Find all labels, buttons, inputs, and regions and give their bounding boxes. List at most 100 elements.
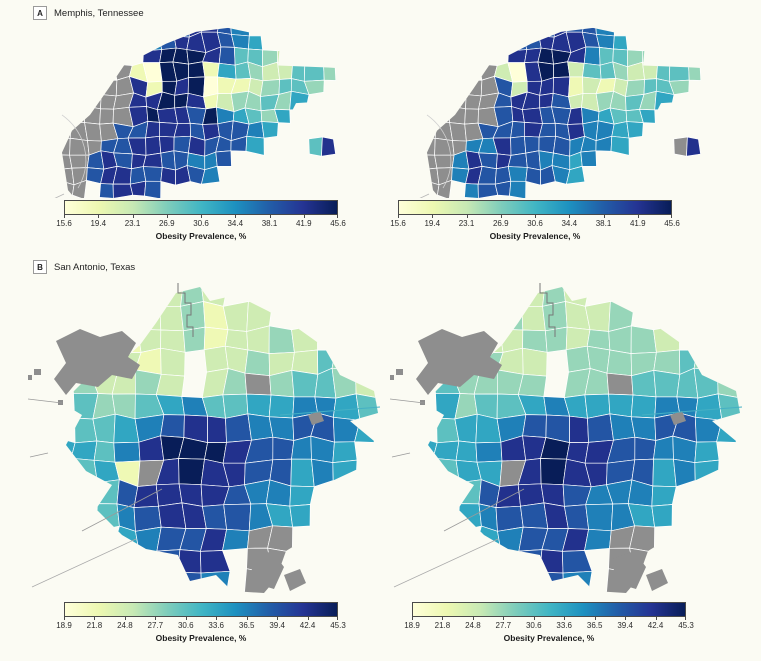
- census-tract: [608, 393, 634, 418]
- panel-b-marker: B: [33, 260, 47, 274]
- legend-tick-label: 27.7: [147, 621, 164, 630]
- nodata-area: [390, 375, 394, 380]
- census-tract: [160, 347, 186, 377]
- census-tract: [215, 150, 232, 167]
- census-tract: [222, 528, 250, 551]
- legend-caption: Obesity Prevalence, %: [503, 633, 595, 643]
- census-tract: [449, 105, 466, 125]
- legend-tick-label: 27.7: [495, 621, 512, 630]
- census-tract: [510, 135, 527, 156]
- census-tract: [133, 484, 159, 508]
- legend-tick-label: 45.3: [330, 621, 346, 630]
- census-tract: [84, 94, 102, 110]
- census-tract: [438, 91, 455, 108]
- census-tract: [303, 62, 325, 82]
- census-tract: [566, 165, 586, 185]
- census-tract: [567, 61, 585, 78]
- legend-tick: [533, 617, 535, 620]
- census-tract: [113, 441, 141, 463]
- census-tract: [62, 121, 72, 140]
- census-tract: [584, 528, 612, 551]
- census-tract: [521, 287, 546, 308]
- census-tract: [521, 305, 546, 332]
- census-tract: [523, 35, 542, 50]
- census-tract: [596, 34, 615, 50]
- legend-tick: [124, 617, 126, 620]
- nodata-area: [284, 569, 306, 591]
- census-tract: [155, 483, 183, 507]
- legend-tick-label: 15.6: [56, 219, 72, 228]
- nodata-area: [416, 329, 502, 395]
- census-tract: [464, 108, 479, 125]
- census-tract: [188, 61, 206, 78]
- census-tract: [311, 458, 334, 488]
- census-tract: [507, 152, 528, 168]
- census-tract: [651, 504, 673, 528]
- census-tract: [669, 48, 689, 66]
- panel-b-header: B San Antonio, Texas: [33, 260, 135, 274]
- census-tract: [424, 435, 438, 459]
- legend-tick-label: 45.6: [664, 219, 680, 228]
- census-tract: [424, 457, 435, 486]
- census-tract: [409, 139, 425, 155]
- census-tract: [304, 48, 324, 66]
- census-tract: [160, 167, 176, 186]
- census-tract: [69, 137, 90, 156]
- legend-tick-label: 34.4: [561, 219, 578, 228]
- legend-tick: [201, 215, 202, 218]
- census-tract: [611, 121, 630, 139]
- census-tract: [522, 107, 543, 124]
- legend-tick: [246, 617, 248, 620]
- panel-b-title: San Antonio, Texas: [54, 261, 136, 273]
- legend-tick: [432, 215, 434, 218]
- census-tract: [331, 367, 357, 399]
- census-tract: [245, 135, 265, 156]
- census-tract: [42, 180, 60, 197]
- legend-tick-label: 38.1: [261, 219, 278, 228]
- census-tract: [432, 457, 460, 486]
- census-tract: [694, 459, 720, 482]
- census-tract: [459, 479, 482, 505]
- census-tract: [200, 570, 231, 593]
- panel-a-marker: A: [33, 6, 47, 20]
- census-tract: [158, 502, 187, 529]
- census-tract: [525, 167, 541, 186]
- census-tract: [524, 135, 540, 154]
- census-tract: [217, 62, 237, 80]
- census-tract: [626, 121, 644, 139]
- census-tract: [277, 61, 294, 80]
- census-tract: [289, 485, 315, 507]
- census-tract: [160, 568, 179, 593]
- census-tract: [518, 549, 543, 573]
- legend-tick: [277, 617, 279, 620]
- census-tract: [62, 106, 75, 124]
- census-tract: [248, 35, 263, 51]
- nodata-area: [28, 375, 32, 380]
- census-tract: [159, 287, 184, 308]
- boundary-line: [391, 452, 411, 458]
- boundary-line: [61, 114, 87, 189]
- census-tract: [569, 415, 589, 443]
- census-tract: [44, 151, 59, 170]
- legend-tick-label: 21.8: [86, 621, 103, 630]
- legend-tick-label: 30.6: [525, 621, 542, 630]
- census-tract: [522, 347, 548, 377]
- census-tract: [112, 183, 134, 198]
- census-tract: [427, 106, 440, 124]
- legend-tick: [269, 215, 271, 218]
- census-tract: [693, 350, 719, 372]
- census-tract: [323, 62, 337, 81]
- census-tract: [540, 458, 567, 486]
- census-tract: [28, 151, 46, 166]
- legend-tick: [671, 215, 672, 218]
- census-tract: [333, 46, 351, 68]
- census-tract: [606, 349, 632, 377]
- census-tract: [693, 367, 719, 399]
- census-tract: [542, 301, 568, 332]
- boundary-line: [177, 283, 194, 337]
- census-tract: [62, 435, 76, 459]
- census-tract: [668, 62, 690, 82]
- legend-tick-label: 39.4: [617, 621, 633, 630]
- census-tract: [142, 166, 163, 182]
- legend-tick-label: 30.6: [177, 621, 194, 630]
